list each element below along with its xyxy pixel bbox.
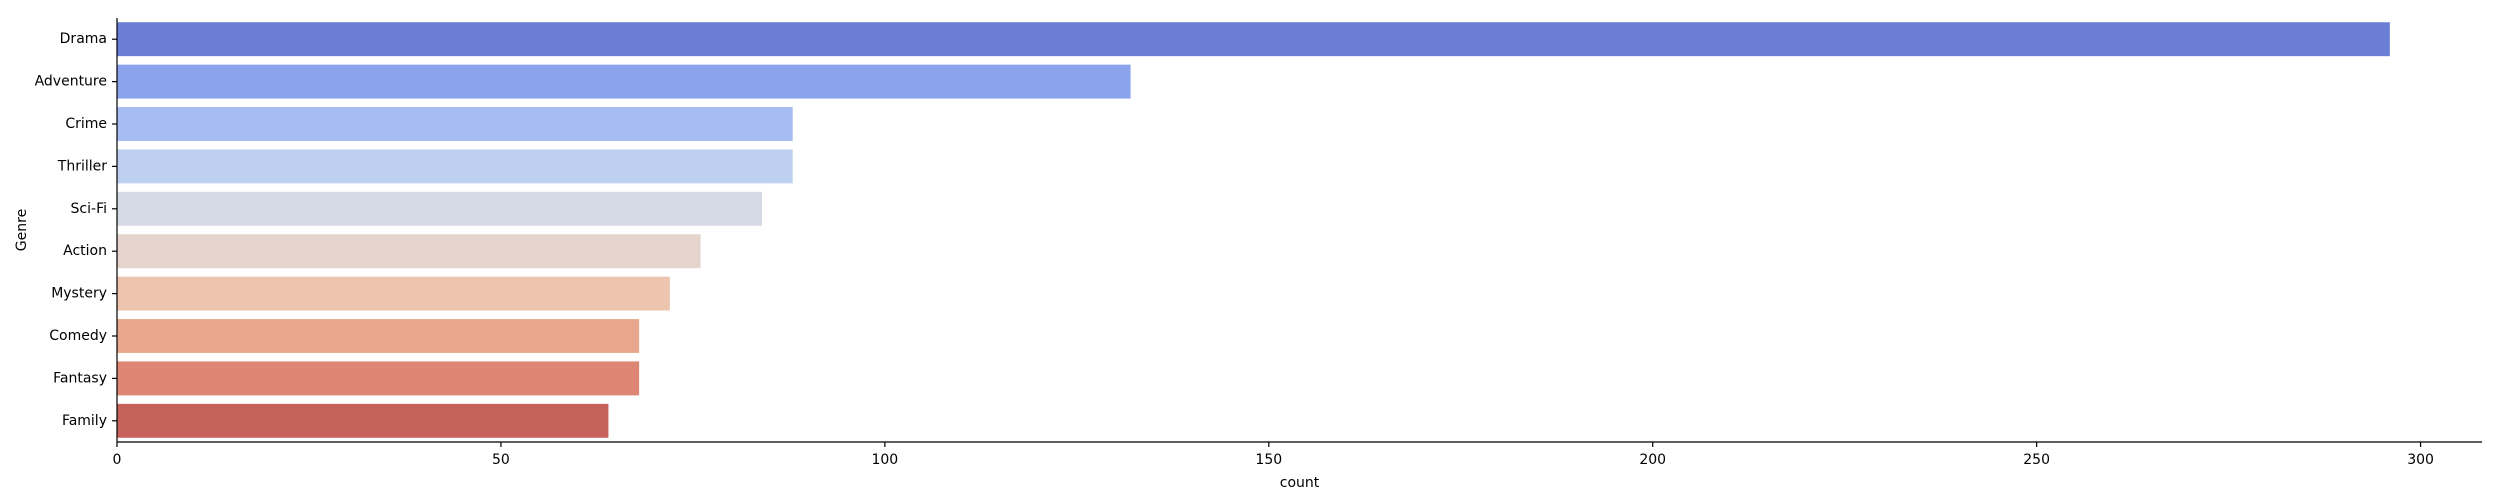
- bar-sci-fi: [117, 191, 762, 226]
- x-tick-label: 0: [113, 452, 122, 468]
- x-tick-label: 100: [871, 452, 898, 468]
- y-tick-label: Drama: [60, 31, 107, 47]
- y-tick-label: Family: [62, 413, 107, 429]
- bar-crime: [117, 107, 793, 141]
- y-tick-label: Mystery: [51, 286, 107, 302]
- x-tick-label: 200: [1639, 452, 1666, 468]
- bar-family: [117, 403, 609, 438]
- x-tick-labels: 0 50 100 150 200 250 300: [113, 442, 2434, 468]
- bar-drama: [117, 22, 2390, 57]
- x-tick-label: 150: [1255, 452, 1282, 468]
- y-tick-label: Adventure: [35, 74, 107, 90]
- bar-comedy: [117, 319, 640, 353]
- y-tick-label: Crime: [65, 116, 107, 132]
- x-axis-label: count: [1280, 475, 1320, 491]
- y-tick-label: Sci-Fi: [71, 201, 107, 217]
- y-tick-label: Fantasy: [53, 370, 107, 386]
- bar-action: [117, 234, 701, 269]
- x-tick-label: 50: [492, 452, 510, 468]
- y-tick-label: Comedy: [49, 328, 107, 344]
- bar-adventure: [117, 64, 1131, 99]
- x-tick-label: 300: [2407, 452, 2434, 468]
- y-axis-label: Genre: [14, 209, 30, 251]
- bars-group: [117, 22, 2390, 438]
- y-tick-labels: Drama Adventure Crime Thriller Sci-Fi Action M…: [35, 31, 117, 429]
- bar-thriller: [117, 149, 793, 184]
- bar-fantasy: [117, 361, 640, 396]
- bar-mystery: [117, 276, 670, 311]
- y-tick-label: Action: [63, 243, 107, 259]
- x-tick-label: 250: [2023, 452, 2050, 468]
- y-tick-label: Thriller: [57, 158, 107, 174]
